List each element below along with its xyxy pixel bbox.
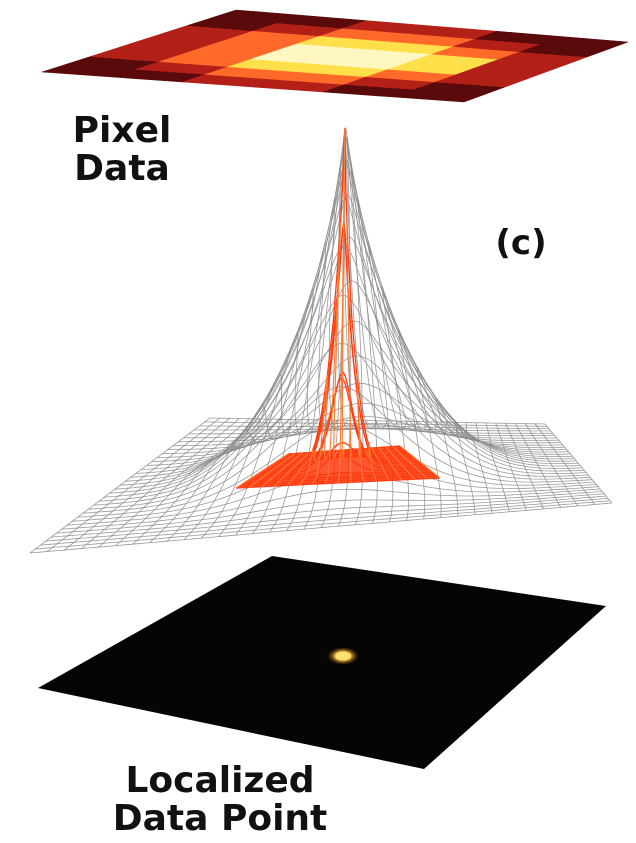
localized-peak-mesh [235, 127, 441, 489]
mesh-line [286, 160, 359, 531]
peak-line [378, 447, 403, 481]
mesh-line [495, 422, 527, 511]
localized-label-line2: Data Point [112, 798, 328, 839]
mesh-line [200, 373, 309, 539]
peak-line [392, 446, 428, 480]
detector-plane [38, 556, 606, 769]
mesh-line [337, 136, 388, 527]
localized-data-plate [38, 556, 606, 769]
mesh-line [357, 196, 408, 524]
peak-line [299, 449, 324, 486]
mesh-line [132, 418, 270, 545]
pixel-data-label-line1: Pixel [72, 110, 172, 151]
mesh-line [454, 420, 476, 515]
peak-line [324, 222, 342, 484]
mesh-line [544, 423, 613, 504]
pixel-cell [541, 36, 629, 50]
localized-spot-core [335, 651, 351, 661]
localized-label-line1: Localized [125, 760, 315, 801]
peak-line [273, 452, 310, 487]
peak-line [261, 452, 303, 488]
panel-letter-label: (c) [495, 223, 547, 263]
mesh-line [149, 418, 280, 543]
mesh-line [505, 423, 544, 510]
mesh-line [269, 197, 349, 533]
gaussian-mesh-surface [29, 126, 613, 554]
peak-line [337, 127, 346, 484]
peak-line [385, 446, 415, 480]
mesh-line [166, 419, 290, 542]
mesh-line [381, 284, 428, 521]
mesh-line [45, 495, 607, 542]
mesh-line [416, 367, 447, 518]
mesh-line [398, 329, 437, 520]
mesh-line [473, 422, 493, 514]
mesh-line [46, 417, 221, 552]
peak-line [312, 375, 331, 485]
mesh-line [98, 418, 250, 548]
pixel-data-label: Pixel Data [52, 112, 192, 188]
mesh-line [235, 288, 329, 536]
peak-line [248, 453, 296, 488]
peak-line [399, 445, 441, 479]
mesh-line [29, 417, 211, 554]
mesh-line [115, 418, 260, 546]
mesh-line [141, 236, 571, 470]
mesh-line [435, 397, 459, 517]
pixel-data-label-line2: Data [74, 148, 170, 189]
mesh-line [485, 422, 510, 512]
peak-line [346, 221, 352, 483]
mesh-line [515, 423, 561, 508]
localized-data-point-label: Localized Data Point [70, 762, 370, 838]
peak-line [356, 373, 365, 482]
mesh-line [524, 423, 579, 507]
pixel-data-plate [41, 9, 629, 103]
peak-line [371, 447, 390, 481]
peak-line [364, 445, 377, 482]
mesh-line [40, 498, 609, 546]
mesh-line [81, 418, 240, 549]
peak-line [235, 453, 289, 489]
mesh-line [534, 423, 596, 505]
mesh-line [217, 333, 319, 537]
mesh-line [63, 418, 230, 551]
mesh-line [183, 405, 299, 540]
mesh-line [367, 240, 418, 523]
